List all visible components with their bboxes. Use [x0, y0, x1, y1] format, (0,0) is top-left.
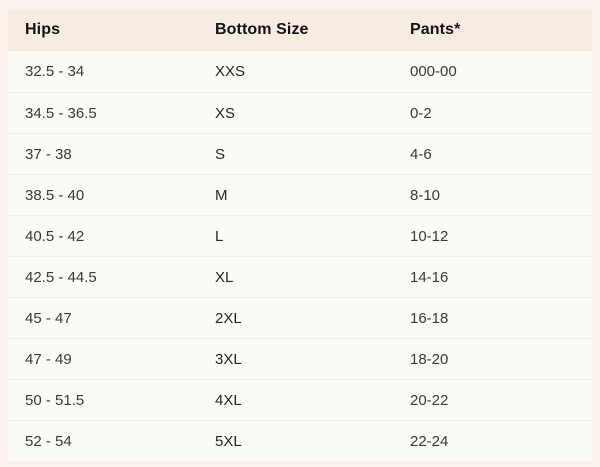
cell-pants: 000-00 — [410, 63, 457, 80]
cell-bottom-size: 2XL — [215, 309, 242, 327]
table-row: 34.5 - 36.5 XS 0-2 — [8, 92, 592, 133]
cell-pants: 10-12 — [410, 227, 449, 245]
table-body: 32.5 - 34 XXS 000-00 34.5 - 36.5 XS 0-2 … — [8, 51, 592, 461]
cell-hips: 32.5 - 34 — [25, 63, 85, 80]
cell-pants: 4-6 — [410, 145, 432, 163]
cell-hips: 40.5 - 42 — [25, 227, 85, 245]
cell-pants: 0-2 — [410, 104, 432, 122]
cell-hips: 50 - 51.5 — [25, 391, 85, 409]
table-row: 47 - 49 3XL 18-20 — [8, 338, 592, 379]
table-row: 52 - 54 5XL 22-24 — [8, 420, 592, 461]
table-row: 32.5 - 34 XXS 000-00 — [8, 51, 592, 92]
table-row: 37 - 38 S 4-6 — [8, 133, 592, 174]
table-row: 42.5 - 44.5 XL 14-16 — [8, 256, 592, 297]
cell-bottom-size: S — [215, 145, 226, 163]
table-header-row: Hips Bottom Size Pants* — [8, 10, 592, 51]
cell-hips: 42.5 - 44.5 — [25, 268, 97, 286]
cell-pants: 8-10 — [410, 186, 441, 204]
cell-bottom-size: 5XL — [215, 432, 242, 450]
cell-hips: 52 - 54 — [25, 432, 72, 450]
cell-bottom-size: XL — [215, 268, 234, 286]
table-row: 38.5 - 40 M 8-10 — [8, 174, 592, 215]
cell-bottom-size: XXS — [215, 63, 246, 80]
column-header-pants: Pants* — [410, 21, 461, 38]
cell-pants: 20-22 — [410, 391, 449, 409]
table-row: 45 - 47 2XL 16-18 — [8, 297, 592, 338]
cell-hips: 34.5 - 36.5 — [25, 104, 97, 122]
cell-bottom-size: M — [215, 186, 228, 204]
cell-pants: 14-16 — [410, 268, 449, 286]
size-chart-table: Hips Bottom Size Pants* 32.5 - 34 XXS 00… — [8, 10, 592, 461]
cell-pants: 16-18 — [410, 309, 449, 327]
cell-bottom-size: 3XL — [215, 350, 242, 368]
cell-hips: 37 - 38 — [25, 145, 72, 163]
table-row: 40.5 - 42 L 10-12 — [8, 215, 592, 256]
cell-bottom-size: 4XL — [215, 391, 242, 409]
cell-hips: 45 - 47 — [25, 309, 72, 327]
column-header-hips: Hips — [25, 21, 61, 38]
table-row: 50 - 51.5 4XL 20-22 — [8, 379, 592, 420]
cell-pants: 18-20 — [410, 350, 449, 368]
cell-hips: 38.5 - 40 — [25, 186, 85, 204]
cell-bottom-size: XS — [215, 104, 236, 122]
cell-bottom-size: L — [215, 227, 224, 245]
column-header-bottom-size: Bottom Size — [215, 21, 309, 38]
cell-pants: 22-24 — [410, 432, 449, 450]
cell-hips: 47 - 49 — [25, 350, 72, 368]
